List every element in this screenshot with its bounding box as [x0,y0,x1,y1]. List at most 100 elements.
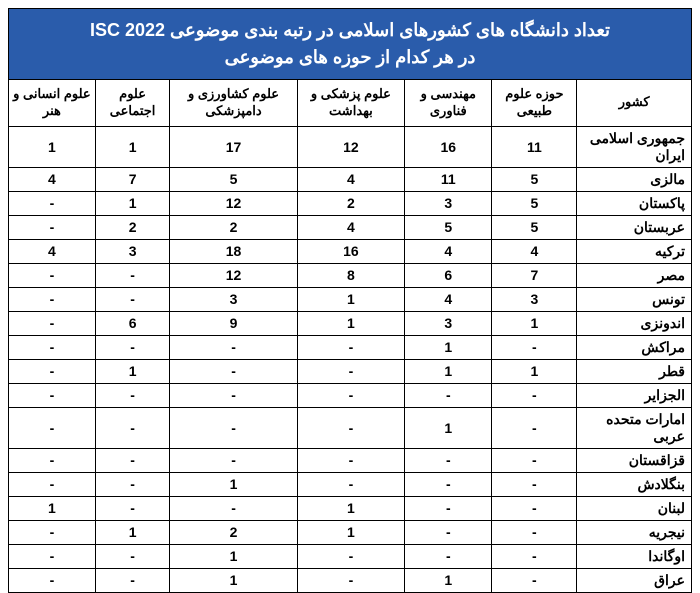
table-row: عربستان55422- [9,215,692,239]
cell-medical: - [297,544,404,568]
title-line1: تعداد دانشگاه های کشورهای اسلامی در رتبه… [90,20,610,40]
cell-natural: - [492,383,577,407]
cell-social: - [95,407,170,448]
cell-humanities: - [9,448,96,472]
cell-country: تونس [577,287,692,311]
table-row: قطر11--1- [9,359,692,383]
cell-country: عراق [577,568,692,592]
cell-engineering: 16 [405,126,492,167]
cell-medical: - [297,335,404,359]
cell-country: بنگلادش [577,472,692,496]
title-line2: در هر کدام از حوزه های موضوعی [225,47,476,67]
cell-engineering: - [405,544,492,568]
cell-engineering: 5 [405,215,492,239]
cell-agriculture: 3 [170,287,297,311]
cell-country: الجزایر [577,383,692,407]
cell-medical: - [297,472,404,496]
cell-country: نیجریه [577,520,692,544]
cell-medical: - [297,568,404,592]
cell-humanities: - [9,568,96,592]
cell-natural: - [492,472,577,496]
table-row: مصر76812-- [9,263,692,287]
cell-natural: - [492,448,577,472]
cell-social: - [95,448,170,472]
cell-humanities: - [9,287,96,311]
cell-medical: - [297,383,404,407]
col-humanities: علوم انسانی و هنر [9,80,96,127]
col-engineering: مهندسی و فناوری [405,80,492,127]
cell-engineering: 1 [405,568,492,592]
cell-social: - [95,544,170,568]
cell-country: پاکستان [577,191,692,215]
cell-medical: 4 [297,215,404,239]
cell-natural: 3 [492,287,577,311]
cell-natural: 5 [492,191,577,215]
cell-social: 6 [95,311,170,335]
cell-humanities: - [9,472,96,496]
cell-natural: 1 [492,311,577,335]
col-social: علوم اجتماعی [95,80,170,127]
table-row: تونس3413-- [9,287,692,311]
cell-agriculture: 1 [170,568,297,592]
col-country: کشور [577,80,692,127]
cell-social: 1 [95,520,170,544]
cell-agriculture: 5 [170,167,297,191]
cell-country: ترکیه [577,239,692,263]
cell-natural: - [492,496,577,520]
col-agriculture: علوم کشاورزی و دامپزشکی [170,80,297,127]
cell-country: اوگاندا [577,544,692,568]
cell-humanities: 1 [9,496,96,520]
cell-agriculture: - [170,383,297,407]
table-row: الجزایر------ [9,383,692,407]
cell-agriculture: 1 [170,544,297,568]
cell-engineering: - [405,448,492,472]
table-row: ترکیه44161834 [9,239,692,263]
cell-engineering: - [405,520,492,544]
table-row: نیجریه--121- [9,520,692,544]
cell-social: 3 [95,239,170,263]
cell-medical: 16 [297,239,404,263]
cell-social: - [95,568,170,592]
table-row: عراق-1-1-- [9,568,692,592]
cell-humanities: 1 [9,126,96,167]
cell-natural: 1 [492,359,577,383]
table-row: جمهوری اسلامی ایران1116121711 [9,126,692,167]
cell-agriculture: 12 [170,263,297,287]
cell-agriculture: - [170,407,297,448]
cell-humanities: - [9,407,96,448]
table-row: مراکش-1---- [9,335,692,359]
table-row: اندونزی13196- [9,311,692,335]
cell-engineering: - [405,496,492,520]
cell-country: قطر [577,359,692,383]
cell-humanities: - [9,544,96,568]
cell-natural: 11 [492,126,577,167]
table-row: پاکستان532121- [9,191,692,215]
cell-engineering: 1 [405,407,492,448]
cell-medical: 1 [297,496,404,520]
cell-country: عربستان [577,215,692,239]
cell-agriculture: - [170,448,297,472]
cell-humanities: - [9,263,96,287]
cell-humanities: - [9,520,96,544]
table-row: اوگاندا---1-- [9,544,692,568]
cell-social: - [95,496,170,520]
cell-humanities: 4 [9,167,96,191]
cell-country: مالزی [577,167,692,191]
cell-engineering: 1 [405,335,492,359]
cell-engineering: 3 [405,311,492,335]
cell-medical: 2 [297,191,404,215]
cell-social: - [95,335,170,359]
cell-engineering: 6 [405,263,492,287]
cell-agriculture: 2 [170,520,297,544]
cell-engineering: - [405,383,492,407]
cell-agriculture: 17 [170,126,297,167]
cell-social: 2 [95,215,170,239]
cell-agriculture: 9 [170,311,297,335]
cell-country: لبنان [577,496,692,520]
cell-medical: 12 [297,126,404,167]
cell-agriculture: 2 [170,215,297,239]
cell-social: 1 [95,126,170,167]
cell-social: 1 [95,359,170,383]
cell-engineering: 4 [405,287,492,311]
cell-natural: 4 [492,239,577,263]
